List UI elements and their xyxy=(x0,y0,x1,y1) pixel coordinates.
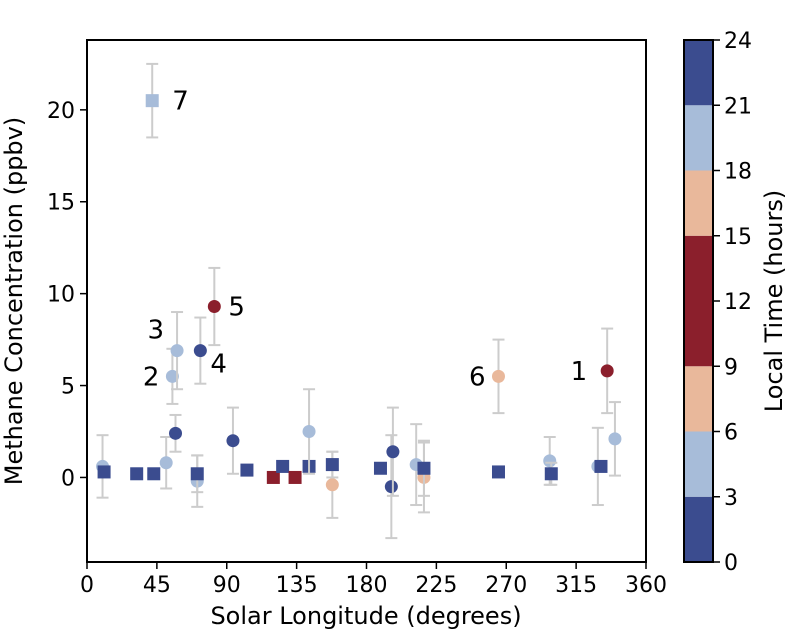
data-point-square xyxy=(373,461,387,475)
x-tick-label: 360 xyxy=(625,573,667,598)
data-point-circle xyxy=(193,344,207,358)
data-point-square xyxy=(266,470,280,484)
colorbar-tick-label: 9 xyxy=(724,355,738,380)
colorbar-band xyxy=(684,366,713,432)
data-point-circle xyxy=(325,478,339,492)
x-tick-label: 270 xyxy=(485,573,527,598)
data-point-circle xyxy=(543,454,557,468)
data-point-square xyxy=(97,465,111,479)
colorbar-band xyxy=(684,105,713,171)
colorbar-tick-label: 6 xyxy=(724,421,738,446)
plot-area: 7 2 3 45 6 1 xyxy=(96,62,622,540)
data-point-square xyxy=(417,461,431,475)
data-point-square xyxy=(544,467,558,481)
colorbar-tick-label: 18 xyxy=(724,160,752,185)
colorbar-band xyxy=(684,170,713,236)
colorbar-tick-label: 21 xyxy=(724,94,752,119)
point-annotation: 3 xyxy=(148,316,165,346)
data-point-circle xyxy=(226,434,240,448)
x-axis: 0 45 90 135 180 225 270 315 360 xyxy=(80,562,667,598)
x-tick-label: 180 xyxy=(346,573,388,598)
data-point-circle xyxy=(386,445,400,459)
data-point-circle xyxy=(491,369,505,383)
colorbar-tick-label: 0 xyxy=(724,551,738,576)
point-annotation: 7 xyxy=(172,87,189,117)
data-point-square xyxy=(288,470,302,484)
colorbar-tick-label: 12 xyxy=(724,290,752,315)
y-tick-label: 20 xyxy=(47,99,75,124)
data-point-square xyxy=(240,463,254,477)
data-point-circle xyxy=(600,364,614,378)
colorbar-band xyxy=(684,235,713,367)
point-annotation: 6 xyxy=(469,362,486,392)
x-tick-label: 135 xyxy=(276,573,318,598)
x-tick-label: 90 xyxy=(213,573,241,598)
data-point-circle xyxy=(302,425,316,438)
colorbar-tick-label: 3 xyxy=(724,486,738,511)
y-axis-title: Methane Concentration (ppbv) xyxy=(0,117,28,485)
data-point-circle xyxy=(165,369,179,383)
point-annotation: 2 xyxy=(143,362,160,392)
colorbar-band xyxy=(684,40,713,106)
data-point-circle xyxy=(159,456,173,470)
data-point-square xyxy=(594,459,608,473)
colorbar-tick-label: 24 xyxy=(724,29,752,54)
point-annotation: 5 xyxy=(228,293,245,323)
data-point-square xyxy=(491,465,505,479)
point-annotation: 1 xyxy=(571,357,588,387)
y-axis: 0 5 10 15 20 xyxy=(47,99,87,491)
colorbar-band xyxy=(684,431,713,497)
data-point-circle xyxy=(207,300,221,314)
x-axis-title: Solar Longitude (degrees) xyxy=(210,602,521,630)
x-tick-label: 315 xyxy=(555,573,597,598)
colorbar-tick-label: 15 xyxy=(724,225,752,250)
data-point-circle xyxy=(608,432,622,446)
colorbar: 0 3 6 9 12 15 18 21 24 xyxy=(683,29,752,576)
data-point-square xyxy=(190,467,204,481)
data-point-square xyxy=(130,467,144,481)
y-tick-label: 15 xyxy=(47,191,75,216)
point-annotation: 4 xyxy=(210,350,227,380)
colorbar-title: Local Time (hours) xyxy=(760,190,788,412)
data-point-square xyxy=(147,467,161,481)
plot-frame xyxy=(86,39,647,563)
x-tick-label: 0 xyxy=(80,573,94,598)
y-tick-label: 5 xyxy=(61,375,75,400)
data-point-square xyxy=(325,458,339,472)
y-tick-label: 0 xyxy=(61,466,75,491)
data-point-circle xyxy=(384,480,398,494)
colorbar-band xyxy=(684,496,713,562)
x-tick-label: 45 xyxy=(143,573,171,598)
data-point-square xyxy=(276,459,290,473)
data-point-circle xyxy=(170,344,184,358)
x-tick-label: 225 xyxy=(415,573,457,598)
data-point-circle xyxy=(169,426,183,440)
y-tick-label: 10 xyxy=(47,283,75,308)
data-point-square xyxy=(145,94,159,108)
